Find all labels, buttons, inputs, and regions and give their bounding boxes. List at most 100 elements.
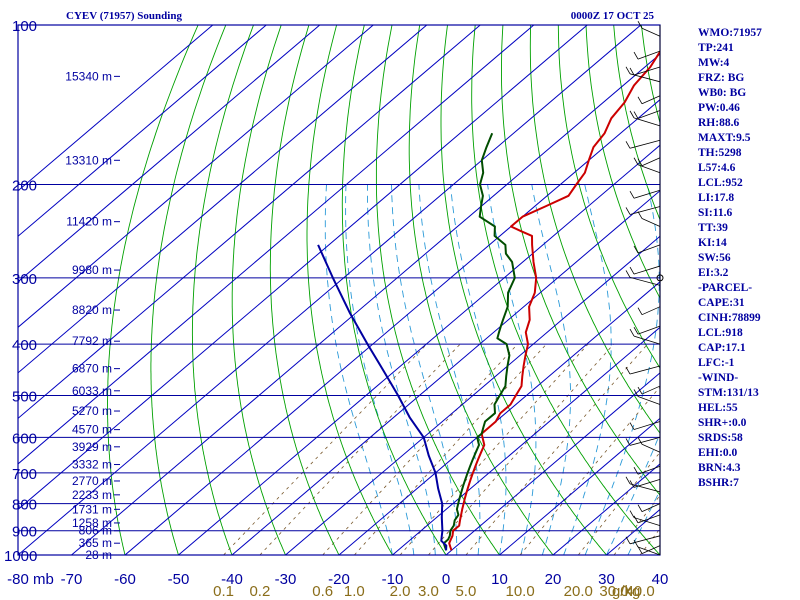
dry-adiabat-line	[150, 25, 227, 555]
index-line: CAP:17.1	[698, 342, 746, 354]
index-line: SHR+:0.0	[698, 417, 747, 429]
wind-barb-flag	[633, 467, 639, 475]
pressure-tick-label: 1000	[4, 548, 37, 565]
mixing-ratio-label: 0.2	[249, 583, 270, 600]
wind-barb	[629, 483, 661, 493]
wind-barb-flag	[625, 66, 631, 75]
wind-barb-flag	[629, 480, 635, 488]
wind-barb	[637, 325, 661, 335]
moist-adiabat-line	[627, 489, 660, 555]
calm-wind-marker	[656, 274, 664, 282]
wind-barb-flag	[633, 111, 639, 119]
index-line: HEL:55	[698, 402, 738, 414]
mixing-ratio-label: 3.0	[418, 583, 439, 600]
mixing-ratio-line	[223, 343, 428, 555]
dry-adiabat-line	[231, 25, 286, 555]
wind-barb-flag	[625, 141, 631, 149]
dry-adiabat-line	[341, 25, 447, 555]
wind-barb-flag	[637, 158, 643, 166]
isotherm-line	[18, 25, 535, 465]
isotherm-line	[18, 25, 428, 374]
pressure-tick-label: 600	[12, 430, 37, 447]
isotherm-line	[18, 25, 481, 420]
mixing-ratio-unit-label: g/kg	[612, 583, 640, 600]
height-label: 2233 m	[72, 488, 112, 502]
isotherm-line	[124, 99, 660, 555]
temperature-tick-label: -50	[168, 571, 190, 588]
wind-barb	[629, 437, 661, 446]
mixing-ratio-line	[399, 343, 589, 555]
dry-adiabat-line	[529, 25, 660, 434]
mixing-ratio-label: 2.0	[390, 583, 411, 600]
wind-barb	[637, 465, 661, 475]
wind-barb-flag	[629, 191, 635, 199]
pressure-tick-label: 300	[12, 271, 37, 288]
mixing-ratio-label: 0.1	[213, 583, 234, 600]
dry-adiabat-line	[375, 25, 501, 555]
wind-barb	[641, 385, 661, 395]
height-label: 365 m	[79, 536, 112, 550]
index-line: SRDS:58	[698, 432, 743, 444]
wind-barb	[637, 164, 661, 174]
height-label: 1731 m	[72, 502, 112, 516]
temperature-tick-label: -60	[114, 571, 136, 588]
temperature-tick-label: 20	[545, 571, 562, 588]
height-label: 2770 m	[72, 474, 112, 488]
dry-adiabat-line	[585, 25, 660, 300]
wind-barb	[637, 546, 661, 556]
temperature-tick-label: -80	[7, 571, 29, 588]
wind-barb	[629, 365, 661, 375]
pressure-tick-label: 200	[12, 178, 37, 195]
index-line: CINH:78899	[698, 312, 761, 324]
mixing-ratio-line	[322, 343, 518, 555]
dry-adiabat-line	[269, 25, 340, 555]
moist-adiabat-line	[487, 184, 537, 555]
dry-adiabat-line	[440, 25, 608, 555]
mixing-ratio-label: 1.0	[344, 583, 365, 600]
wind-barb-flag	[625, 207, 631, 215]
index-line: TP:241	[698, 42, 734, 54]
sounding-profiles	[317, 49, 660, 551]
observation-time: 0000Z 17 OCT 25	[571, 10, 655, 22]
wind-barb	[641, 503, 661, 513]
temperature-tick-label: 0	[442, 571, 450, 588]
index-line: LCL:952	[698, 177, 743, 189]
parcel-profile-line	[317, 244, 448, 551]
wind-barb-flag	[637, 21, 643, 29]
isotherm-line	[71, 53, 660, 555]
wind-barb-flag	[629, 422, 635, 430]
dry-adiabat-line	[750, 13, 800, 566]
wind-barb	[637, 50, 661, 60]
wind-barb	[633, 421, 661, 430]
wind-barb-flag	[633, 51, 639, 60]
index-line: LCL:918	[698, 327, 743, 339]
index-line: L57:4.6	[698, 162, 736, 174]
index-line: TH:5298	[698, 147, 742, 159]
wind-barb	[629, 206, 661, 215]
wind-barb	[629, 73, 661, 83]
mixing-ratio-line	[428, 343, 614, 555]
moist-adiabat-line	[563, 184, 612, 555]
height-label: 806 m	[79, 524, 112, 538]
mixing-ratio-label: 20.0	[564, 583, 593, 600]
height-label: 11420 m	[66, 215, 112, 229]
height-label: 4570 m	[72, 423, 112, 437]
height-label: 13310 m	[65, 153, 112, 167]
index-line: EHI:0.0	[698, 447, 738, 459]
isotherm-line	[499, 417, 660, 555]
wind-barb-flag	[637, 386, 643, 395]
wind-barb	[633, 265, 661, 275]
wind-barb-flag	[633, 326, 639, 335]
dry-adiabat-line	[191, 25, 254, 555]
wind-barb	[641, 27, 661, 37]
temperature-tick-label: -30	[275, 571, 297, 588]
index-line: WMO:71957	[698, 27, 762, 39]
wind-barb	[637, 514, 661, 524]
index-line: PW:0.46	[698, 102, 740, 114]
wind-barb	[641, 306, 661, 316]
mixing-ratio-label: 10.0	[506, 583, 535, 600]
dry-adiabat-line	[557, 25, 660, 369]
index-line: TT:39	[698, 222, 728, 234]
